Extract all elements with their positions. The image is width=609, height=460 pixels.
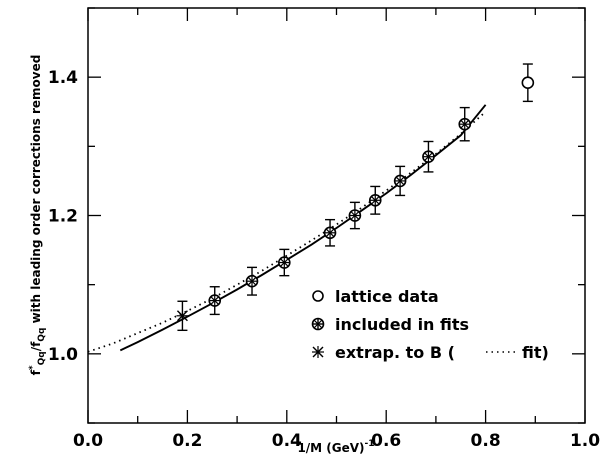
legend-label-fit: fit) xyxy=(522,343,549,362)
x-tick-label: 0.2 xyxy=(172,431,202,451)
legend: lattice data included in fits extrap. to… xyxy=(311,287,549,362)
data-point xyxy=(176,300,189,332)
data-point xyxy=(245,266,259,296)
axis-ticks xyxy=(87,7,586,424)
x-tick-label: 0.8 xyxy=(471,431,501,451)
data-point xyxy=(458,106,472,142)
legend-label-included-in-fits: included in fits xyxy=(335,315,469,334)
x-tick-label: 0.4 xyxy=(272,431,302,451)
x-tick-label: 1.0 xyxy=(570,431,600,451)
data-point xyxy=(323,218,337,247)
data-point xyxy=(348,201,362,230)
data-point xyxy=(368,185,382,215)
legend-marker-extrap-to-b xyxy=(312,346,324,358)
y-tick-label: 1.2 xyxy=(48,207,78,227)
fit-curves xyxy=(87,104,487,353)
x-tick-label: 0.6 xyxy=(371,431,401,451)
y-tick-label: 1.4 xyxy=(48,68,78,88)
data-point xyxy=(393,165,407,197)
fit-curve-dotted xyxy=(87,111,487,353)
fit-curve-solid xyxy=(119,104,487,352)
data-points xyxy=(176,63,535,332)
legend-marker-lattice-data xyxy=(312,290,324,302)
legend-marker-included-in-fits xyxy=(311,317,325,331)
y-tick-label: 1.0 xyxy=(48,345,78,365)
x-tick-label: 0.0 xyxy=(73,431,103,451)
legend-label-extrap-to-b: extrap. to B ( xyxy=(335,343,455,362)
data-point xyxy=(521,63,535,103)
y-axis-label: f*Qq/fQq with leading order corrections … xyxy=(28,55,47,376)
x-axis-label: 1/M (GeV)-1 xyxy=(297,439,374,455)
legend-label-lattice-data: lattice data xyxy=(335,287,439,306)
data-point xyxy=(278,248,291,277)
tick-labels: 0.0 0.2 0.4 0.6 0.8 1.0 1.0 1.2 1.4 xyxy=(48,68,600,451)
data-point xyxy=(422,140,435,173)
data-point xyxy=(208,286,222,316)
